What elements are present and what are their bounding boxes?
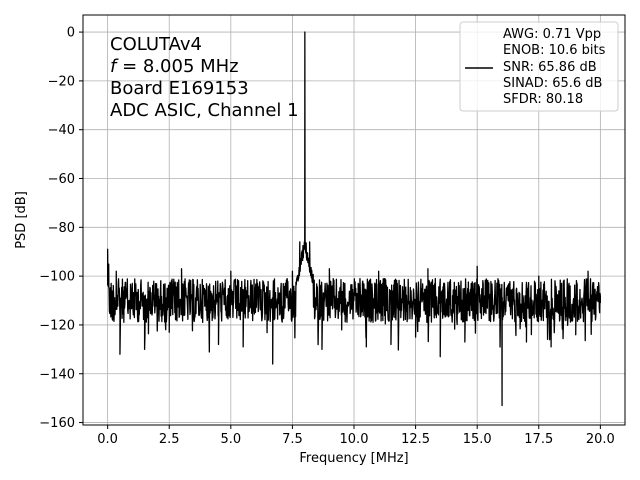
legend-entry-sfdr: SFDR: 80.18	[503, 92, 583, 107]
y-tick-label: −60	[48, 172, 75, 187]
x-tick-label: 0.0	[97, 432, 118, 447]
annotation-frequency-value: = 8.005 MHz	[116, 56, 238, 77]
annotation-block: COLUTAv4 f = 8.005 MHz Board E169153 ADC…	[110, 34, 299, 121]
legend-entry-awg: AWG: 0.71 Vpp	[503, 27, 601, 42]
annotation-line-4: ADC ASIC, Channel 1	[110, 100, 299, 121]
x-tick-label: 12.5	[401, 432, 430, 447]
x-tick-label: 15.0	[463, 432, 492, 447]
x-tick-label: 7.5	[282, 432, 303, 447]
x-tick-label: 20.0	[586, 432, 615, 447]
y-tick-label: −160	[39, 416, 75, 431]
annotation-line-3: Board E169153	[110, 78, 249, 99]
legend: AWG: 0.71 Vpp ENOB: 10.6 bits SNR: 65.86…	[459, 21, 619, 112]
x-axis-ticks: 0.0 2.5 5.0 7.5 10.0 12.5 15.0 17.5 20.0	[97, 425, 615, 447]
x-tick-label: 17.5	[524, 432, 553, 447]
series-group	[106, 31, 602, 407]
legend-entry-snr: SNR: 65.86 dB	[503, 60, 597, 75]
y-tick-label: −40	[48, 123, 75, 138]
y-tick-label: −120	[39, 318, 75, 333]
x-tick-label: 5.0	[220, 432, 241, 447]
legend-entry-sinad: SINAD: 65.6 dB	[503, 76, 602, 91]
y-tick-label: −140	[39, 367, 75, 382]
psd-series-line	[106, 31, 602, 407]
y-tick-label: −80	[48, 221, 75, 236]
annotation-line-2: f = 8.005 MHz	[110, 56, 239, 77]
y-tick-label: 0	[67, 26, 75, 41]
x-tick-label: 2.5	[159, 432, 180, 447]
legend-entry-enob: ENOB: 10.6 bits	[503, 43, 606, 58]
annotation-frequency-symbol: f	[110, 56, 119, 77]
y-tick-label: −100	[39, 270, 75, 285]
y-axis-label: PSD [dB]	[14, 191, 29, 249]
y-axis-ticks: 0 −20 −40 −60 −80 −100 −120 −140 −160	[39, 26, 83, 431]
x-tick-label: 10.0	[340, 432, 369, 447]
legend-box	[459, 21, 619, 112]
x-axis-label: Frequency [MHz]	[299, 451, 408, 466]
annotation-line-1: COLUTAv4	[110, 34, 202, 55]
y-tick-label: −20	[48, 74, 75, 89]
